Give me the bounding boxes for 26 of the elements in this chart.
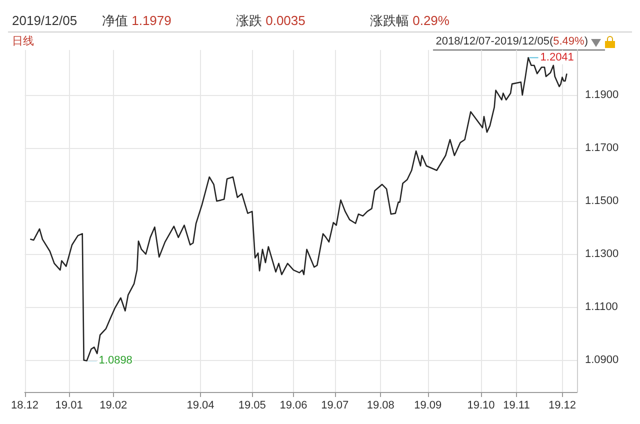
annotation: 1.0898	[98, 354, 132, 367]
y-tick-label: 1.0900	[585, 354, 619, 366]
y-tick-label: 1.1500	[585, 195, 619, 208]
x-tick-label: 19.01	[55, 400, 83, 412]
y-tick-label: 1.1300	[585, 248, 619, 260]
text: 2018/12/07-2019/12/05(5.49%)	[436, 36, 588, 48]
x-tick-label: 19.10	[467, 400, 495, 412]
chart-title: 2019/12/05	[12, 13, 78, 28]
text: 涨跌 0.0035	[236, 13, 306, 28]
y-tick-label: 1.1100	[585, 301, 618, 314]
text: 涨跌幅 0.29%	[370, 13, 450, 28]
text: 净值 1.1979	[102, 13, 172, 28]
x-tick-label: 19.11	[503, 400, 530, 412]
x-tick-label: 19.02	[100, 400, 128, 412]
y-tick-label: 1.1900	[585, 89, 619, 102]
x-tick-label: 19.06	[280, 400, 308, 412]
x-tick-label: 19.08	[366, 400, 394, 412]
x-tick-label: 19.04	[186, 400, 214, 412]
x-tick-label: 19.05	[238, 400, 266, 412]
x-tick-label: 19.07	[321, 400, 349, 412]
x-tick-label: 18.12	[11, 400, 39, 412]
annotation: 1.2041	[540, 52, 574, 64]
x-tick-label: 19.12	[548, 400, 576, 412]
x-tick-label: 19.09	[414, 400, 442, 412]
y-tick-label: 1.1700	[585, 142, 619, 154]
text: 日线	[12, 34, 34, 48]
